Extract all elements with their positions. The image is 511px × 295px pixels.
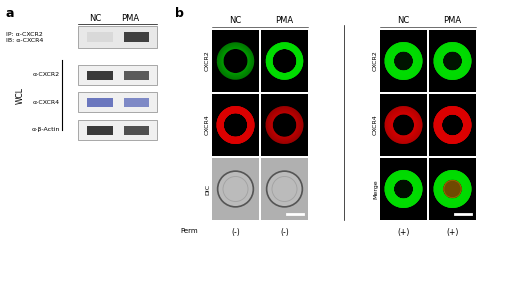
Bar xyxy=(87,98,113,106)
Bar xyxy=(78,26,157,48)
Text: Perm: Perm xyxy=(180,228,198,234)
Text: DIC: DIC xyxy=(205,183,210,195)
Circle shape xyxy=(394,51,413,71)
Text: PMA: PMA xyxy=(121,14,139,23)
Bar xyxy=(78,120,157,140)
Bar xyxy=(212,30,259,92)
Text: CXCR4: CXCR4 xyxy=(373,115,378,135)
Bar xyxy=(429,94,476,156)
Text: (-): (-) xyxy=(231,228,240,237)
Bar xyxy=(429,158,476,220)
Text: α-CXCR4: α-CXCR4 xyxy=(33,99,60,104)
Bar xyxy=(87,32,113,42)
Text: IB: α-CXCR4: IB: α-CXCR4 xyxy=(6,37,43,42)
Bar xyxy=(87,125,113,135)
Bar xyxy=(87,71,113,79)
Bar xyxy=(78,65,157,85)
Bar xyxy=(212,94,259,156)
Text: b: b xyxy=(175,7,184,20)
Text: a: a xyxy=(5,7,13,20)
Bar xyxy=(261,158,308,220)
Text: Merge: Merge xyxy=(373,179,378,199)
Bar xyxy=(78,92,157,112)
Text: α-β-Actin: α-β-Actin xyxy=(32,127,60,132)
Bar xyxy=(124,98,149,106)
Text: WCL: WCL xyxy=(15,86,25,104)
Bar xyxy=(429,30,476,92)
Text: α-CXCR2: α-CXCR2 xyxy=(33,73,60,78)
Circle shape xyxy=(444,180,461,198)
Text: CXCR4: CXCR4 xyxy=(205,115,210,135)
Bar xyxy=(380,30,427,92)
Bar xyxy=(380,94,427,156)
Circle shape xyxy=(267,171,303,207)
Text: (-): (-) xyxy=(280,228,289,237)
Text: NC: NC xyxy=(89,14,101,23)
Text: NC: NC xyxy=(398,16,410,25)
Bar xyxy=(124,32,149,42)
Bar xyxy=(124,71,149,79)
Circle shape xyxy=(443,51,462,71)
Bar xyxy=(124,125,149,135)
Circle shape xyxy=(218,171,253,207)
Text: NC: NC xyxy=(229,16,242,25)
Text: CXCR2: CXCR2 xyxy=(205,51,210,71)
Circle shape xyxy=(394,180,412,198)
Text: (+): (+) xyxy=(446,228,459,237)
Bar xyxy=(212,158,259,220)
Text: IP: α-CXCR2: IP: α-CXCR2 xyxy=(6,32,43,37)
Text: PMA: PMA xyxy=(444,16,461,25)
Text: (+): (+) xyxy=(398,228,410,237)
Text: PMA: PMA xyxy=(275,16,293,25)
Bar xyxy=(261,94,308,156)
Text: CXCR2: CXCR2 xyxy=(373,51,378,71)
Bar xyxy=(261,30,308,92)
Bar xyxy=(380,158,427,220)
